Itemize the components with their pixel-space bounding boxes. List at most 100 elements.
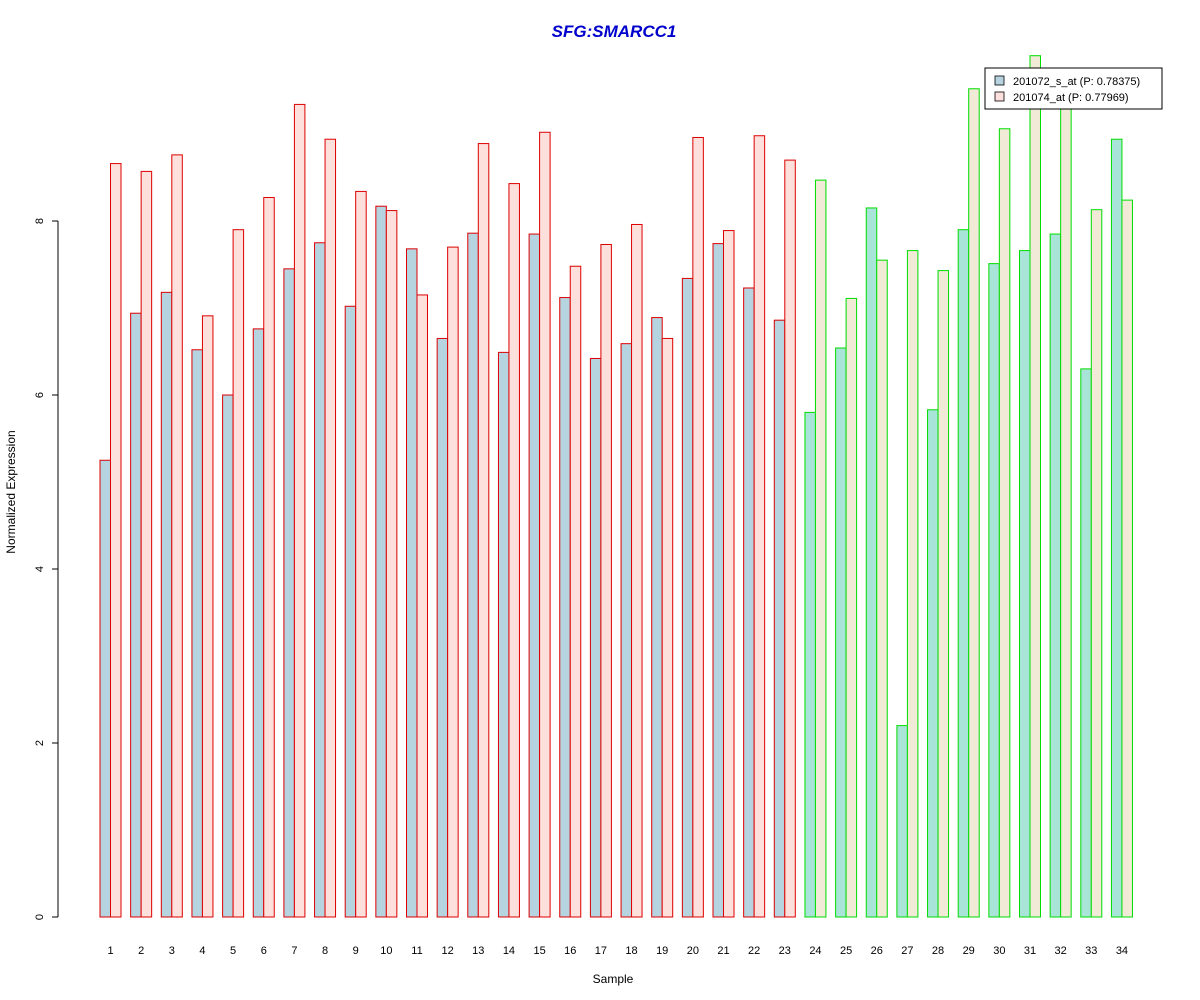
bar-series-2-sample-18 <box>631 223 643 918</box>
bar-series-1-sample-10 <box>375 205 387 918</box>
bar-series-2-sample-7 <box>293 103 306 918</box>
bar-series-2-sample-9 <box>355 190 367 918</box>
bar-series-1-sample-8 <box>314 242 326 918</box>
bar-series-2-sample-22 <box>753 135 766 918</box>
x-tick-label: 1 <box>107 945 113 957</box>
y-tick-label: 2 <box>34 740 46 746</box>
bar-series-1-sample-20 <box>681 277 694 918</box>
bar-series-2-sample-5 <box>232 229 245 918</box>
bar-series-2-sample-26 <box>876 259 888 918</box>
bar-series-2-sample-1 <box>110 163 122 918</box>
bar-series-2-sample-3 <box>171 154 183 918</box>
bar-series-1-sample-32 <box>1049 233 1062 918</box>
x-tick-label: 24 <box>809 945 821 957</box>
bar-series-2-sample-15 <box>539 131 551 918</box>
bar-series-2-sample-21 <box>723 230 735 918</box>
x-tick-labels: 1 2 3 4 5 6 7 8 9 10 11 12 13 14 15 16 17 18 19 20 21 22 23 24 2… <box>107 945 1128 957</box>
x-tick-label: 28 <box>932 945 944 957</box>
bar-series-1-sample-17 <box>589 357 602 918</box>
x-tick-label: 11 <box>411 945 422 957</box>
bar-series-2-sample-14 <box>508 183 520 918</box>
bar-series-2-sample-19 <box>661 337 674 918</box>
bar-series-1-sample-15 <box>528 233 541 918</box>
y-tick-label: 0 <box>34 914 46 920</box>
bar-series-1-sample-4 <box>191 349 203 918</box>
legend-swatch-series-1 <box>994 75 1005 86</box>
x-tick-label: 23 <box>779 945 791 957</box>
x-tick-label: 14 <box>503 945 515 957</box>
bar-series-1-sample-9 <box>344 305 357 918</box>
x-tick-label: 25 <box>840 945 852 957</box>
x-tick-label: 26 <box>871 945 883 957</box>
x-tick-label: 32 <box>1055 945 1067 957</box>
legend-box <box>984 67 1163 110</box>
y-axis-label: Normalized Expression <box>4 430 18 553</box>
x-tick-label: 3 <box>169 945 175 957</box>
bar-series-1-sample-14 <box>497 351 510 918</box>
bar-series-1-sample-34 <box>1110 138 1123 918</box>
bar-series-1-sample-30 <box>988 263 1000 918</box>
bar-series-2-sample-25 <box>845 297 858 918</box>
x-tick-label: 31 <box>1024 945 1036 957</box>
bar-series-2-sample-11 <box>416 294 428 918</box>
x-tick-label: 29 <box>963 945 975 957</box>
bar-series-1-sample-31 <box>1019 250 1031 918</box>
bar-series-1-sample-5 <box>222 394 234 918</box>
bars <box>99 55 1133 918</box>
bar-series-2-sample-17 <box>600 243 612 918</box>
x-tick-label: 8 <box>322 945 328 957</box>
bar-series-1-sample-1 <box>99 459 111 918</box>
y-axis: 0 2 4 6 8 <box>34 218 59 920</box>
x-tick-label: 33 <box>1085 945 1097 957</box>
bar-series-1-sample-33 <box>1080 368 1092 918</box>
x-tick-label: 2 <box>138 945 144 957</box>
x-tick-label: 10 <box>380 945 392 957</box>
x-tick-label: 4 <box>199 945 205 957</box>
y-tick-label: 6 <box>34 392 46 398</box>
bar-series-2-sample-27 <box>906 250 919 918</box>
bar-series-1-sample-29 <box>957 229 970 918</box>
x-tick-label: 19 <box>656 945 668 957</box>
bar-series-2-sample-13 <box>477 143 490 918</box>
bar-series-1-sample-6 <box>252 328 265 918</box>
x-tick-label: 34 <box>1116 945 1128 957</box>
bar-series-2-sample-30 <box>998 128 1011 918</box>
bar-series-1-sample-24 <box>804 411 816 918</box>
bar-series-1-sample-18 <box>620 343 633 918</box>
bar-series-2-sample-24 <box>814 179 827 918</box>
bar-series-1-sample-13 <box>467 232 479 918</box>
x-tick-label: 30 <box>993 945 1005 957</box>
x-tick-label: 27 <box>901 945 913 957</box>
bar-series-2-sample-33 <box>1090 209 1103 918</box>
bar-series-1-sample-21 <box>712 243 724 918</box>
x-tick-label: 6 <box>261 945 267 957</box>
legend-label-series-1: 201072_s_at (P: 0.78375) <box>1013 76 1140 88</box>
bar-series-1-sample-28 <box>927 409 939 918</box>
bar-series-2-sample-12 <box>447 246 459 918</box>
bar-series-1-sample-22 <box>743 287 755 918</box>
bar-series-2-sample-4 <box>201 315 214 918</box>
bar-series-2-sample-23 <box>784 159 796 918</box>
x-tick-label: 5 <box>230 945 236 957</box>
bar-series-1-sample-27 <box>896 725 908 918</box>
x-tick-label: 16 <box>564 945 576 957</box>
bar-series-2-sample-20 <box>692 136 704 918</box>
bar-series-2-sample-6 <box>263 197 275 918</box>
x-tick-label: 17 <box>595 945 607 957</box>
bar-series-1-sample-16 <box>559 297 571 918</box>
bar-series-1-sample-23 <box>773 319 786 918</box>
bar-series-1-sample-11 <box>406 248 418 918</box>
x-tick-label: 18 <box>625 945 637 957</box>
bar-series-1-sample-2 <box>130 312 142 918</box>
bar-series-2-sample-29 <box>968 88 980 918</box>
legend: 201072_s_at (P: 0.78375) 201074_at (P: 0… <box>984 67 1163 110</box>
bar-series-1-sample-7 <box>283 268 295 918</box>
legend-label-series-2: 201074_at (P: 0.77969) <box>1013 92 1129 104</box>
bar-series-1-sample-3 <box>160 291 173 918</box>
bar-series-1-sample-26 <box>865 207 878 918</box>
bar-series-2-sample-31 <box>1029 55 1041 918</box>
y-tick-label: 4 <box>34 566 46 572</box>
x-tick-label: 9 <box>353 945 359 957</box>
bar-series-2-sample-28 <box>937 270 950 918</box>
bar-series-1-sample-25 <box>835 347 847 918</box>
